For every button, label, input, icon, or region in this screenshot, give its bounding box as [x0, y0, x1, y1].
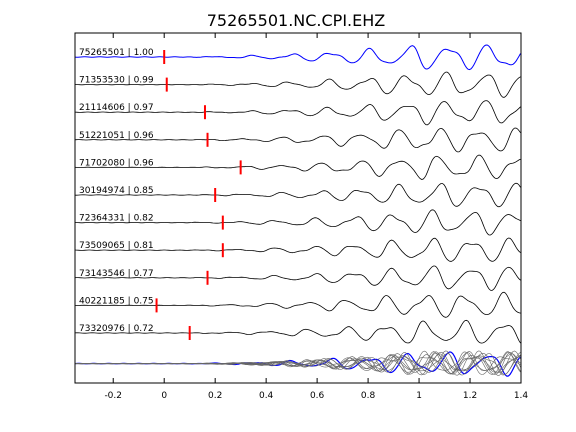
trace-5-label: 71702080 | 0.96 [79, 158, 154, 168]
overlay-trace-11 [74, 350, 521, 375]
trace-10-line [74, 291, 521, 318]
trace-7-line [74, 209, 521, 236]
x-axis: -0.2 0 0.2 0.4 0.6 0.8 1 1.2 1.4 [104, 33, 528, 401]
axes-frame [74, 32, 522, 384]
trace-6-label: 30194974 | 0.85 [79, 186, 154, 196]
trace-5-line [74, 154, 521, 180]
trace-7-label: 72364331 | 0.82 [79, 214, 154, 224]
trace-10-label: 40221185 | 0.75 [79, 296, 154, 306]
trace-8-label: 73509065 | 0.81 [79, 241, 154, 251]
trace-11-line [74, 319, 521, 344]
x-tick-label-0: -0.2 [104, 391, 122, 401]
trace-4-label: 51221051 | 0.96 [79, 131, 154, 141]
x-tick-label-8: 1.4 [514, 391, 529, 401]
trace-3-line [74, 100, 521, 126]
trace-4-line [74, 127, 521, 153]
x-tick-label-4: 0.6 [310, 391, 325, 401]
trace-2-line [74, 71, 521, 98]
x-tick-label-7: 1.2 [463, 391, 477, 401]
traces-group [74, 44, 521, 344]
x-tick-label-1: 0 [161, 391, 167, 401]
trace-2-label: 71353530 | 0.99 [79, 76, 154, 86]
trace-1-line [74, 44, 521, 71]
chart-title: 75265501.NC.CPI.EHZ [207, 11, 386, 30]
trace-3-label: 21114606 | 0.97 [79, 103, 154, 113]
trace-6-line [75, 182, 521, 208]
trace-9-line [74, 265, 521, 291]
x-tick-label-6: 1 [416, 391, 422, 401]
trace-11-label: 73320976 | 0.72 [79, 324, 154, 334]
x-tick-label-2: 0.2 [208, 391, 222, 401]
trace-1-label: 75265501 | 1.00 [79, 48, 154, 58]
x-tick-label-3: 0.4 [259, 391, 274, 401]
x-tick-label-5: 0.8 [361, 391, 376, 401]
trace-9-label: 73143546 | 0.77 [79, 269, 154, 279]
picks-group [155, 50, 242, 340]
overlay-group [74, 350, 521, 377]
trace-labels-group: 75265501 | 1.00 71353530 | 0.99 21114606 |… [79, 48, 154, 334]
trace-8-line [74, 237, 521, 262]
